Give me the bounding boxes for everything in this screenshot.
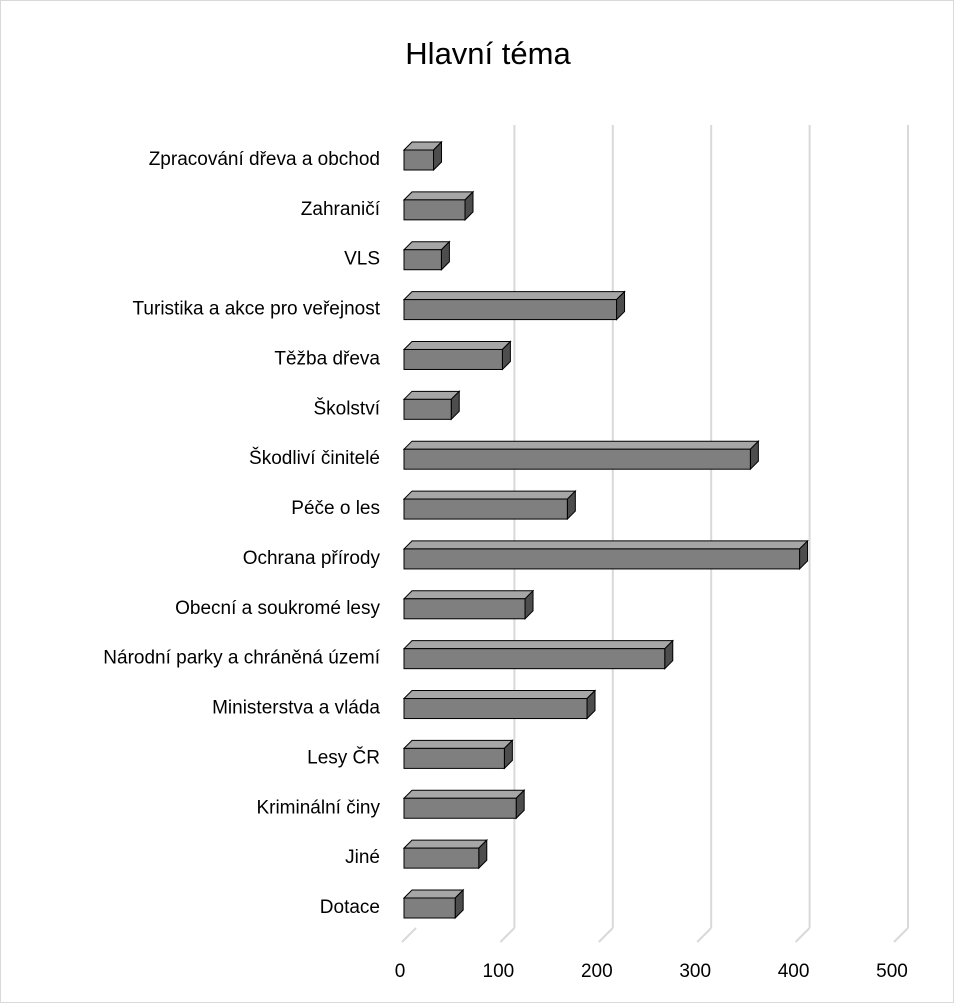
category-label: Dotace xyxy=(320,897,380,918)
bar xyxy=(403,498,568,520)
category-label: Obecní a soukromé lesy xyxy=(175,598,380,619)
category-label: Škodliví činitelé xyxy=(249,447,380,469)
x-tick-label: 400 xyxy=(778,961,810,982)
category-label: Zahraničí xyxy=(301,199,381,220)
category-label: Jiné xyxy=(345,847,380,868)
bar-top xyxy=(402,340,512,350)
bar xyxy=(403,398,452,420)
bar-top xyxy=(402,540,809,550)
chart-title: Hlavní téma xyxy=(405,36,571,71)
bar-top xyxy=(402,291,626,301)
category-label: Péče o les xyxy=(291,498,380,519)
x-tick-label: 300 xyxy=(679,961,711,982)
bar-top xyxy=(402,889,465,899)
bar xyxy=(403,847,480,869)
bar-top xyxy=(402,440,760,450)
floor-line xyxy=(401,927,417,943)
category-label: Zpracování dřeva a obchod xyxy=(149,149,380,170)
bar xyxy=(403,747,505,769)
category-label: Ministerstva a vláda xyxy=(212,698,380,719)
floor-line xyxy=(598,927,614,943)
category-label: Školství xyxy=(313,397,380,419)
bar-top xyxy=(402,191,475,201)
category-label: Lesy ČR xyxy=(307,746,380,768)
category-label: Turistika a akce pro veřejnost xyxy=(133,299,381,320)
bar xyxy=(403,698,588,720)
category-label: Kriminální činy xyxy=(256,797,380,818)
bar xyxy=(403,897,456,919)
x-tick-label: 200 xyxy=(581,961,613,982)
bar xyxy=(403,299,618,321)
floor-line xyxy=(893,927,909,943)
bar xyxy=(403,199,466,221)
bar-top xyxy=(402,590,535,600)
bar-top xyxy=(402,640,674,650)
bar-top xyxy=(402,789,526,799)
category-label: Ochrana přírody xyxy=(243,548,381,569)
bar xyxy=(403,598,526,620)
category-label: Národní parky a chráněná území xyxy=(103,648,380,669)
floor-line xyxy=(499,927,516,943)
floor-line xyxy=(794,927,811,943)
bar xyxy=(403,149,435,171)
floor-line xyxy=(696,927,712,943)
bar xyxy=(403,648,666,670)
bar xyxy=(403,348,503,370)
bar xyxy=(403,249,442,271)
bar xyxy=(403,448,751,470)
category-label: VLS xyxy=(344,249,380,270)
bar-top xyxy=(402,839,488,849)
x-tick-label: 100 xyxy=(483,961,515,982)
category-label: Těžba dřeva xyxy=(274,348,380,369)
bar-top xyxy=(402,490,577,500)
bar-top xyxy=(402,690,597,700)
x-tick-label: 500 xyxy=(876,961,908,982)
bar xyxy=(403,548,801,570)
x-tick-label: 0 xyxy=(395,961,406,982)
bar xyxy=(403,797,517,819)
bar-top xyxy=(402,390,461,400)
bar-top xyxy=(402,739,514,749)
